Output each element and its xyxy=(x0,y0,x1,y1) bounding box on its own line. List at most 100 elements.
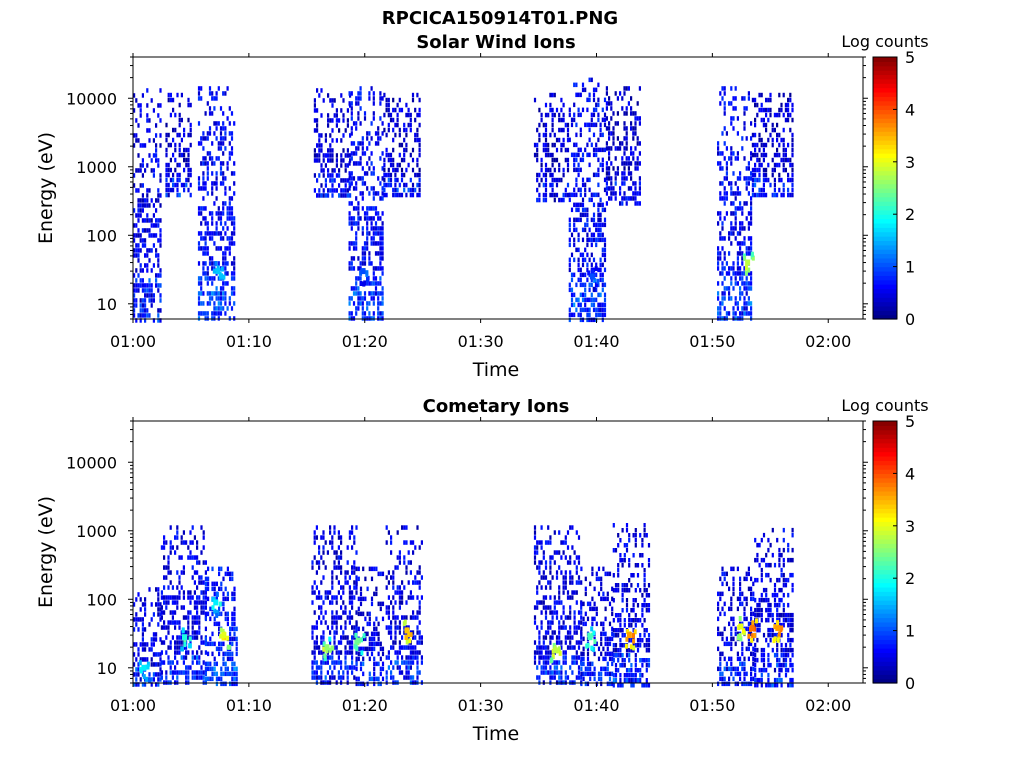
cell xyxy=(387,615,390,620)
cell xyxy=(590,297,593,303)
cell xyxy=(409,192,412,198)
cell xyxy=(605,86,608,91)
cell xyxy=(392,595,395,600)
cell xyxy=(606,641,609,647)
cell xyxy=(758,162,761,168)
cell xyxy=(625,588,629,593)
cell xyxy=(544,645,548,650)
cell xyxy=(348,211,351,216)
cell xyxy=(375,641,378,647)
cell xyxy=(721,151,724,156)
cell xyxy=(601,307,604,313)
cell xyxy=(355,306,358,311)
cell xyxy=(758,177,761,183)
cell xyxy=(773,632,777,638)
cell xyxy=(381,646,385,652)
cell xyxy=(233,171,236,176)
cell xyxy=(363,111,367,116)
cell xyxy=(551,635,554,640)
cell xyxy=(165,600,168,605)
cell xyxy=(331,178,334,183)
cell xyxy=(331,675,334,680)
cell xyxy=(315,535,318,540)
cell xyxy=(198,595,201,600)
cell xyxy=(542,600,545,605)
cell xyxy=(191,650,194,655)
cell xyxy=(313,530,316,535)
cell xyxy=(311,650,314,655)
cell xyxy=(381,661,385,667)
cell xyxy=(765,192,768,198)
cell xyxy=(564,625,567,630)
cell xyxy=(222,251,225,256)
cell xyxy=(392,615,395,620)
cell xyxy=(589,676,592,682)
cell xyxy=(741,311,744,316)
cell xyxy=(542,645,545,650)
cell xyxy=(558,625,561,630)
cell xyxy=(723,576,726,582)
cell xyxy=(732,96,735,101)
cell xyxy=(625,176,628,181)
cell xyxy=(544,565,548,570)
cell xyxy=(200,650,203,655)
cell xyxy=(632,191,635,196)
cell xyxy=(558,640,561,645)
cell xyxy=(760,152,763,158)
cell xyxy=(776,112,779,118)
cell xyxy=(638,176,641,181)
cell xyxy=(732,311,735,316)
cell xyxy=(222,206,225,211)
cell xyxy=(582,656,585,662)
cell xyxy=(575,177,578,183)
cell xyxy=(220,666,223,672)
cell xyxy=(196,570,199,575)
cell xyxy=(353,565,356,570)
colorbar-step xyxy=(873,227,897,233)
cell xyxy=(639,633,642,638)
cell xyxy=(745,646,748,652)
cell xyxy=(580,601,583,607)
cell xyxy=(348,296,351,301)
cell xyxy=(538,122,541,128)
cell xyxy=(599,272,602,278)
cell xyxy=(784,157,787,163)
cell xyxy=(222,576,225,582)
cell xyxy=(198,620,201,625)
cell xyxy=(787,107,790,113)
cell xyxy=(387,122,390,128)
cell xyxy=(204,616,207,622)
cell xyxy=(741,306,744,311)
cell xyxy=(739,656,742,662)
cell xyxy=(734,226,737,231)
cell xyxy=(780,102,783,108)
cell xyxy=(355,276,358,281)
cell xyxy=(155,662,158,667)
cell xyxy=(562,127,565,133)
cell xyxy=(174,610,177,615)
cell xyxy=(630,176,633,181)
cell xyxy=(595,611,598,617)
cell xyxy=(331,595,334,600)
cell xyxy=(377,601,380,607)
cell xyxy=(791,637,794,643)
cell xyxy=(183,147,186,153)
cell xyxy=(157,682,160,687)
cell xyxy=(387,97,390,103)
cell xyxy=(745,616,748,622)
cell xyxy=(778,587,781,593)
cell xyxy=(782,607,785,613)
cell xyxy=(159,173,162,178)
cell xyxy=(135,278,138,283)
cell xyxy=(760,647,763,653)
cell xyxy=(577,560,581,565)
cell xyxy=(366,681,369,687)
cell xyxy=(215,296,218,301)
cell xyxy=(357,651,360,657)
cell xyxy=(617,668,620,673)
x-tick-label: 01:20 xyxy=(342,332,388,351)
cell xyxy=(558,167,561,173)
cell xyxy=(762,587,766,593)
cell xyxy=(555,182,559,188)
cell xyxy=(398,142,401,148)
